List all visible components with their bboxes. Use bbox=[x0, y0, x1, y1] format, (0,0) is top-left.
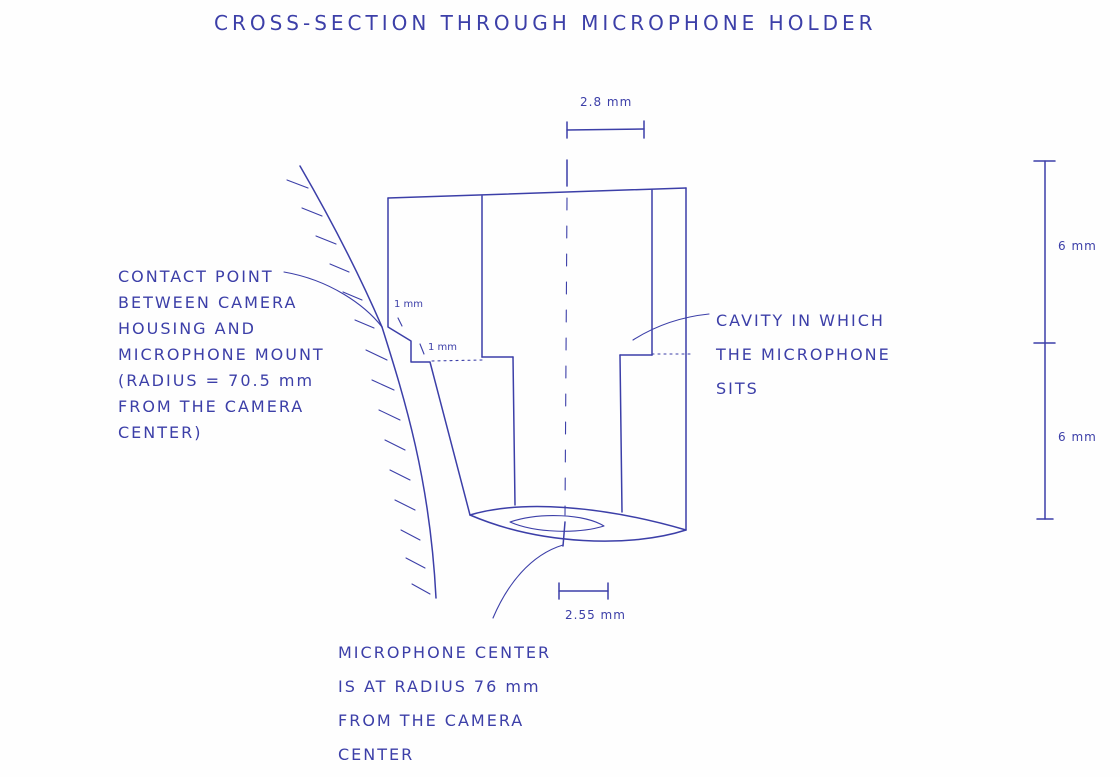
cavity-note-line: CAVITY IN WHICH bbox=[716, 311, 885, 330]
camera-housing-outer-curve bbox=[299, 165, 383, 328]
cavity-note: CAVITY IN WHICH THE MICROPHONE SITS bbox=[716, 304, 891, 406]
step-upper-dim-tick bbox=[397, 317, 403, 327]
height-upper-label: 6 mm bbox=[1058, 239, 1097, 253]
contact-point-note-line: FROM THE CAMERA bbox=[118, 397, 305, 416]
contact-point-note-line: BETWEEN CAMERA bbox=[118, 293, 298, 312]
drawing-title: CROSS-SECTION THROUGH MICROPHONE HOLDER bbox=[214, 11, 877, 35]
step-lower-label: 1 mm bbox=[428, 342, 458, 353]
lower-bore-right-wall bbox=[619, 354, 623, 513]
contact-point-note-line: (RADIUS = 70.5 mm bbox=[118, 371, 315, 390]
mic-center-leader bbox=[492, 544, 564, 619]
housing-hatching bbox=[286, 179, 431, 595]
contact-point-note-line: CONTACT POINT bbox=[118, 267, 274, 286]
contact-point-note-line: MICROPHONE MOUNT bbox=[118, 345, 325, 364]
top-width-dim-line bbox=[566, 128, 645, 131]
mount-outline bbox=[387, 197, 471, 516]
contact-point-note-line: CENTER) bbox=[118, 423, 203, 442]
mount-top-edge bbox=[387, 187, 687, 199]
cavity-leader bbox=[632, 313, 710, 341]
contact-point-note: CONTACT POINT BETWEEN CAMERA HOUSING AND… bbox=[118, 264, 325, 446]
center-line-bottom-tick bbox=[562, 521, 566, 547]
microphone-port bbox=[509, 515, 605, 532]
mic-center-note-line: MICROPHONE CENTER bbox=[338, 643, 552, 662]
bottom-face-ellipse bbox=[469, 505, 687, 542]
contact-point-leader bbox=[283, 271, 383, 328]
mic-center-note-line: CENTER bbox=[338, 745, 415, 764]
top-width-label: 2.8 mm bbox=[580, 95, 633, 109]
mic-center-note: MICROPHONE CENTER IS AT RADIUS 76 mm FRO… bbox=[338, 636, 551, 772]
lower-bore-left-wall bbox=[512, 356, 516, 506]
camera-housing-inner-curve bbox=[381, 326, 437, 599]
mic-center-note-line: IS AT RADIUS 76 mm bbox=[338, 677, 541, 696]
step-lower-dim-tick bbox=[419, 343, 425, 355]
contact-point-note-line: HOUSING AND bbox=[118, 319, 256, 338]
mic-center-note-line: FROM THE CAMERA bbox=[338, 711, 525, 730]
step-dotted-left bbox=[431, 359, 483, 362]
height-lower-label: 6 mm bbox=[1058, 430, 1097, 444]
step-upper-label: 1 mm bbox=[394, 299, 424, 310]
cavity-note-line: SITS bbox=[716, 379, 759, 398]
bottom-width-label: 2.55 mm bbox=[565, 608, 626, 622]
cavity-note-line: THE MICROPHONE bbox=[716, 345, 891, 364]
center-line bbox=[564, 197, 568, 516]
